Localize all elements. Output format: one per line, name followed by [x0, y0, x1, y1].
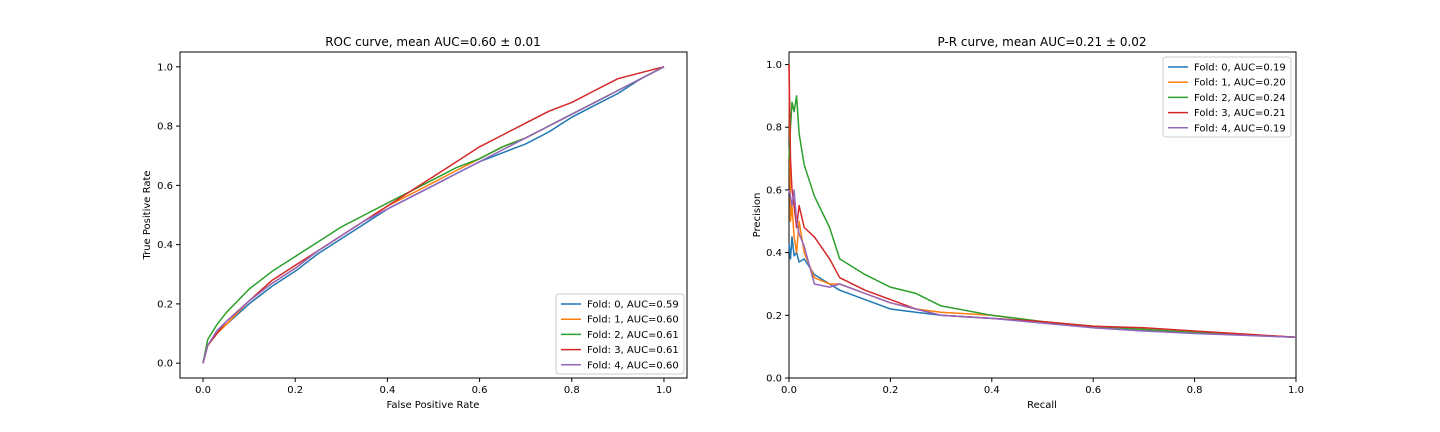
pr-x-tick-label: 1.0	[1288, 385, 1304, 396]
pr-legend: Fold: 0, AUC=0.19 Fold: 1, AUC=0.20 Fold: …	[1162, 56, 1292, 138]
roc-legend-label-3: Fold: 3, AUC=0.61	[587, 345, 679, 356]
roc-x-tick-label: 0.4	[379, 385, 395, 396]
roc-x-tick-label: 0.2	[287, 385, 303, 396]
roc-x-tick-label: 1.0	[656, 385, 672, 396]
pr-y-tick-label: 0.4	[766, 248, 782, 259]
pr-legend-label-4: Fold: 4, AUC=0.19	[1194, 123, 1286, 134]
pr-series-lines	[788, 64, 1297, 339]
pr-x-axis-label: Recall	[1027, 400, 1057, 411]
roc-y-tick-label: 0.0	[157, 359, 173, 370]
roc-y-tick-label: 0.6	[157, 181, 173, 192]
roc-series-lines	[202, 66, 665, 364]
pr-legend-label-3: Fold: 3, AUC=0.21	[1194, 108, 1286, 119]
roc-legend-label-2: Fold: 2, AUC=0.61	[587, 330, 679, 341]
roc-chart-title: ROC curve, mean AUC=0.60 ± 0.01	[325, 35, 541, 49]
pr-y-tick-label: 0.8	[766, 123, 782, 134]
pr-x-tick-label: 0.0	[781, 385, 797, 396]
roc-series-line-4	[202, 66, 665, 364]
roc-y-tick-label: 0.2	[157, 299, 173, 310]
pr-y-axis-label: Precision	[752, 193, 763, 238]
roc-legend-label-1: Fold: 1, AUC=0.60	[587, 315, 679, 326]
pr-y-tick-label: 0.2	[766, 311, 782, 322]
roc-y-axis-label: True Positive Rate	[142, 170, 153, 260]
pr-x-tick-label: 0.4	[984, 385, 1000, 396]
roc-x-tick-label: 0.6	[472, 385, 488, 396]
roc-legend-label-4: Fold: 4, AUC=0.60	[587, 360, 679, 371]
pr-x-tick-label: 0.8	[1187, 385, 1203, 396]
roc-legend: Fold: 0, AUC=0.59 Fold: 1, AUC=0.60 Fold: …	[555, 293, 685, 375]
pr-series-line-3	[788, 64, 1297, 339]
pr-y-tick-label: 0.6	[766, 185, 782, 196]
pr-chart: P-R curve, mean AUC=0.21 ± 0.02 0.0 0.2 0.…	[752, 35, 1304, 411]
roc-y-tick-label: 0.4	[157, 240, 173, 251]
pr-y-tick-label: 1.0	[766, 60, 782, 71]
pr-x-tick-label: 0.2	[882, 385, 898, 396]
pr-axis-ticks: 0.0 0.2 0.4 0.6 0.8 1.0 0.0 0.2 0.4 0.6 0.8 1.0	[766, 60, 1304, 396]
pr-legend-label-1: Fold: 1, AUC=0.20	[1194, 78, 1286, 89]
pr-legend-label-0: Fold: 0, AUC=0.19	[1194, 63, 1286, 74]
roc-legend-label-0: Fold: 0, AUC=0.59	[587, 300, 679, 311]
roc-x-tick-label: 0.8	[564, 385, 580, 396]
roc-x-tick-label: 0.0	[195, 385, 211, 396]
roc-y-tick-label: 1.0	[157, 62, 173, 73]
roc-legend-box	[555, 293, 685, 375]
pr-y-tick-label: 0.0	[766, 374, 782, 385]
pr-legend-label-2: Fold: 2, AUC=0.24	[1194, 93, 1286, 104]
roc-y-tick-label: 0.8	[157, 122, 173, 133]
roc-axis-ticks: 0.0 0.2 0.4 0.6 0.8 1.0 0.0 0.2 0.4 0.6 0.8 1.0	[157, 62, 672, 396]
pr-series-line-2	[788, 95, 1297, 339]
pr-legend-box	[1162, 56, 1292, 138]
pr-series-line-4	[788, 189, 1297, 339]
pr-x-tick-label: 0.6	[1085, 385, 1101, 396]
pr-chart-title: P-R curve, mean AUC=0.21 ± 0.02	[937, 35, 1146, 49]
roc-x-axis-label: False Positive Rate	[387, 400, 480, 411]
roc-chart: ROC curve, mean AUC=0.60 ± 0.01 0.0 0.2 0.…	[142, 35, 688, 411]
